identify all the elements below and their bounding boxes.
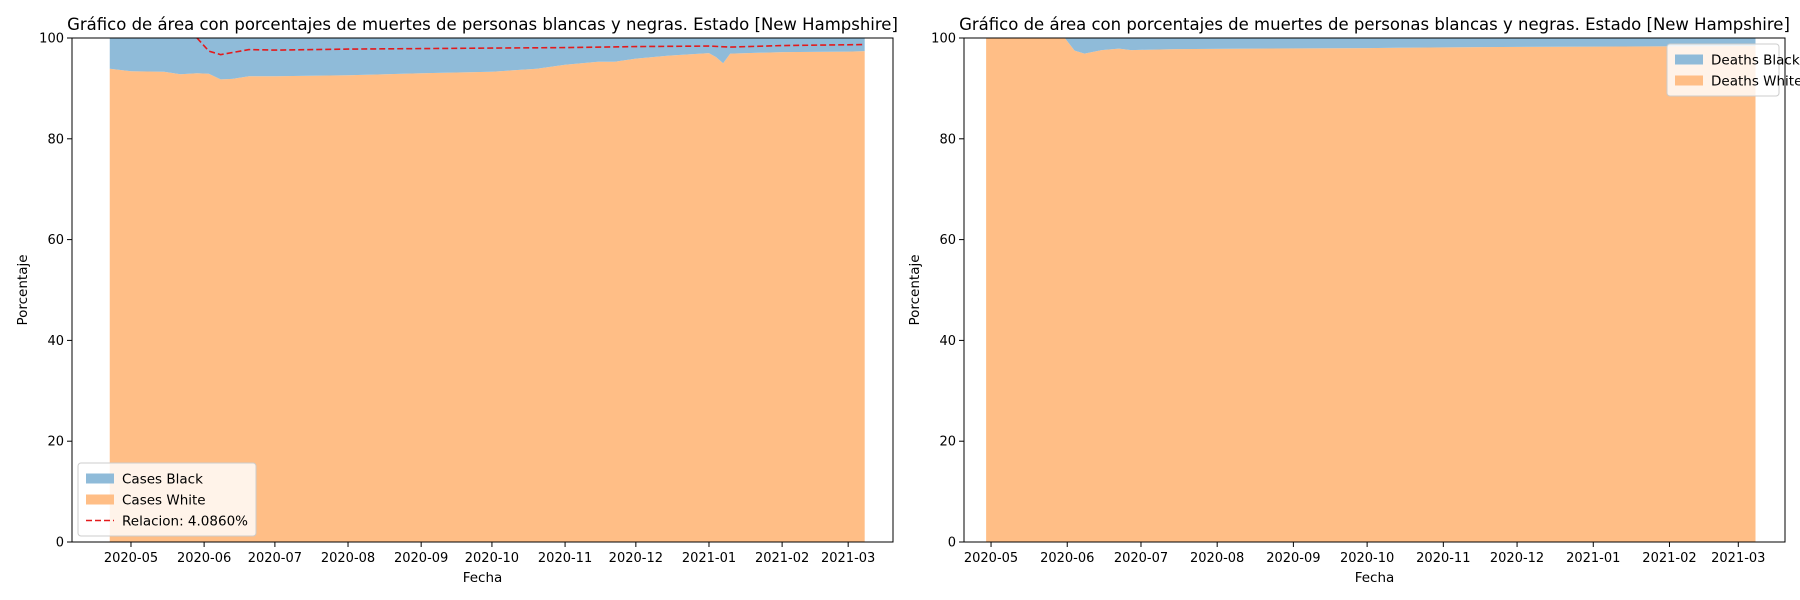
x-tick-label: 2020-05 xyxy=(964,551,1018,566)
legend: Cases Black Cases White Relacion: 4.0860% xyxy=(77,462,257,537)
x-tick-label: 2021-03 xyxy=(821,551,875,566)
y-tick-label: 60 xyxy=(939,233,956,248)
legend-label: Relacion: 4.0860% xyxy=(122,514,248,530)
y-tick-label: 80 xyxy=(939,132,956,147)
y-tick-label: 40 xyxy=(47,334,64,349)
x-tick-label: 2020-05 xyxy=(104,551,158,566)
area-cases-white xyxy=(109,51,865,542)
x-tick-label: 2020-10 xyxy=(465,551,519,566)
x-tick-label: 2020-12 xyxy=(609,551,663,566)
legend-label: Cases White xyxy=(122,493,206,509)
area-cases-black xyxy=(109,38,865,80)
x-tick-label: 2020-09 xyxy=(1266,551,1320,566)
y-tick-label: 20 xyxy=(47,435,64,450)
x-tick-label: 2020-06 xyxy=(177,551,231,566)
x-tick-label: 2020-06 xyxy=(1040,551,1094,566)
x-axis-label: Fecha xyxy=(463,570,503,586)
plot-frame xyxy=(71,37,894,543)
y-tick-label: 100 xyxy=(931,32,956,47)
chart-1: 0 20 40 60 80 100 2020-05 2020-06 2020-07 2020-08… xyxy=(15,15,898,586)
y-tick-label: 0 xyxy=(948,536,956,551)
legend-swatch xyxy=(86,473,114,484)
legend-swatch xyxy=(86,494,114,505)
x-tick-label: 2020-07 xyxy=(1114,551,1168,566)
legend-swatch xyxy=(1675,75,1703,86)
y-axis-label: Porcentaje xyxy=(15,254,31,325)
plot-frame xyxy=(963,37,1786,543)
area-deaths-black xyxy=(986,38,1756,54)
x-tick-label: 2021-03 xyxy=(1711,551,1765,566)
ratio-line xyxy=(196,37,865,56)
x-tick-label: 2020-07 xyxy=(248,551,302,566)
y-axis-label: Porcentaje xyxy=(907,254,923,325)
legend-label: Deaths White xyxy=(1711,74,1800,90)
legend-label: Cases Black xyxy=(122,472,203,488)
x-tick-label: 2021-01 xyxy=(1566,551,1620,566)
chart-title: Gráfico de área con porcentajes de muert… xyxy=(67,15,898,34)
y-tick-label: 80 xyxy=(47,132,64,147)
y-tick-label: 20 xyxy=(939,435,956,450)
legend-swatch xyxy=(1675,54,1703,65)
chart-2: 0 20 40 60 80 100 2020-05 2020-06 2020-07 2020-08… xyxy=(907,15,1800,586)
legend-label: Deaths Black xyxy=(1711,53,1800,69)
x-tick-label: 2020-12 xyxy=(1490,551,1544,566)
area-deaths-white xyxy=(986,38,1756,542)
y-tick-label: 100 xyxy=(39,32,64,47)
x-tick-label: 2020-08 xyxy=(321,551,375,566)
x-tick-label: 2021-02 xyxy=(755,551,809,566)
x-tick-label: 2021-02 xyxy=(1642,551,1696,566)
x-tick-label: 2020-11 xyxy=(538,551,592,566)
y-tick-label: 0 xyxy=(56,536,64,551)
x-tick-label: 2020-11 xyxy=(1416,551,1470,566)
x-tick-label: 2020-09 xyxy=(394,551,448,566)
x-tick-label: 2020-08 xyxy=(1190,551,1244,566)
y-tick-label: 60 xyxy=(47,233,64,248)
legend: Deaths Black Deaths White xyxy=(1666,43,1800,97)
chart-title: Gráfico de área con porcentajes de muert… xyxy=(959,15,1790,34)
x-axis-label: Fecha xyxy=(1355,570,1395,586)
legend-box xyxy=(77,462,257,537)
y-tick-label: 40 xyxy=(939,334,956,349)
x-tick-label: 2021-01 xyxy=(682,551,736,566)
x-tick-label: 2020-10 xyxy=(1340,551,1394,566)
